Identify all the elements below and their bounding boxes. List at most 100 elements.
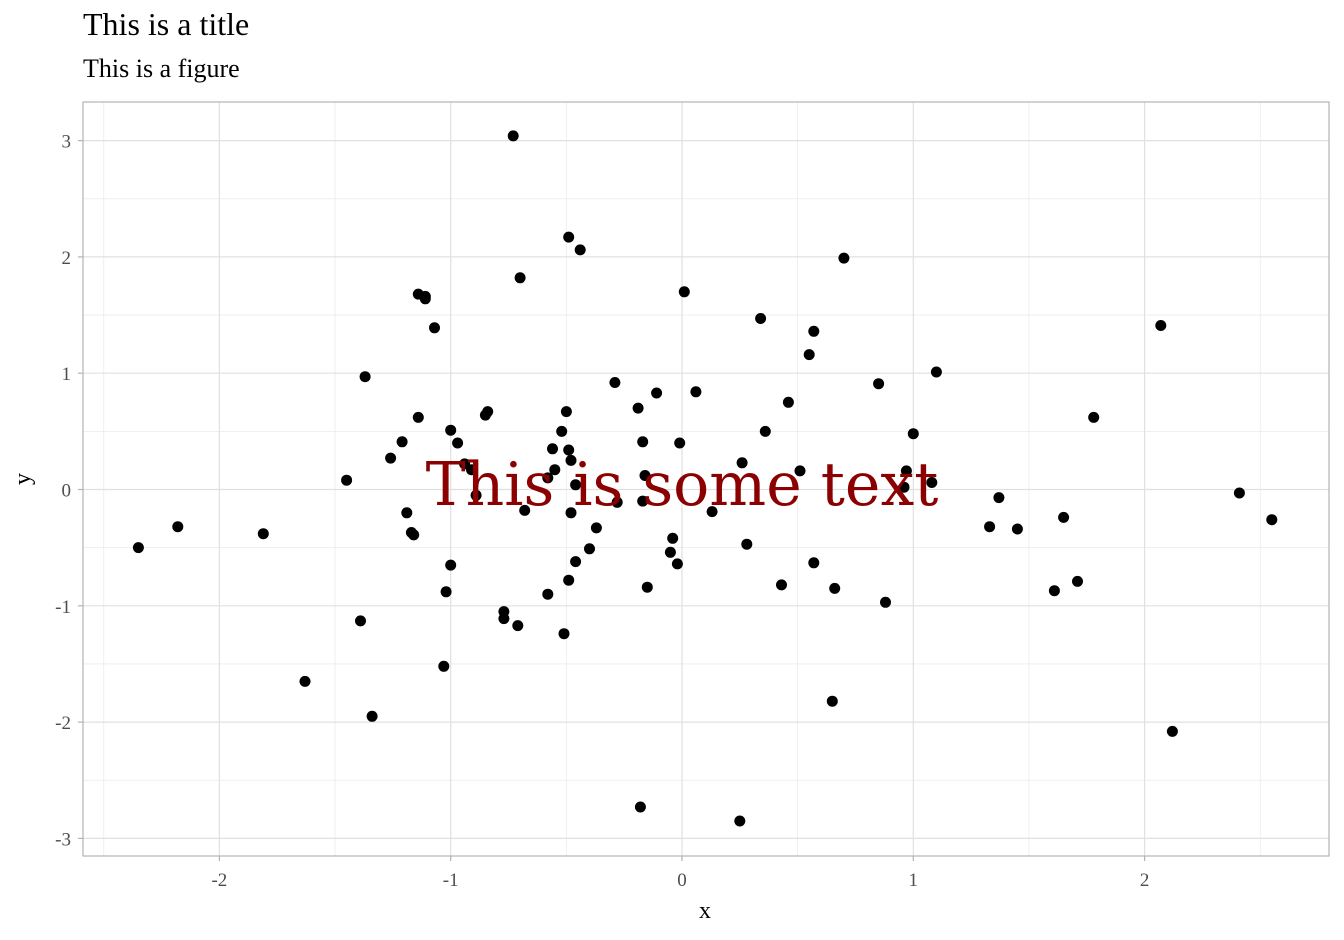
data-point bbox=[172, 521, 184, 533]
data-point bbox=[667, 532, 679, 544]
data-point bbox=[1088, 411, 1100, 423]
data-point bbox=[926, 477, 938, 488]
data-point bbox=[1058, 511, 1070, 523]
data-point bbox=[408, 529, 420, 541]
data-point bbox=[1011, 523, 1023, 535]
data-point bbox=[445, 424, 457, 436]
data-point bbox=[637, 436, 649, 448]
x-tick-label: 2 bbox=[1140, 870, 1150, 891]
data-point bbox=[419, 293, 431, 305]
data-point bbox=[570, 479, 582, 491]
data-point bbox=[549, 464, 561, 476]
data-point bbox=[634, 801, 646, 813]
data-point bbox=[355, 615, 366, 627]
data-point bbox=[440, 586, 452, 598]
data-point bbox=[299, 675, 311, 687]
minor-gridlines bbox=[83, 102, 1329, 856]
data-point bbox=[563, 444, 575, 456]
data-point bbox=[438, 660, 450, 672]
data-point bbox=[706, 506, 718, 518]
data-point bbox=[498, 613, 510, 625]
data-point bbox=[466, 464, 477, 476]
data-point bbox=[632, 402, 644, 414]
x-axis-ticks: -2 -1 0 1 2 bbox=[211, 856, 1149, 891]
y-tick-label: -2 bbox=[55, 713, 71, 734]
data-point bbox=[359, 371, 371, 383]
data-point bbox=[512, 620, 524, 632]
data-point bbox=[880, 596, 891, 608]
data-point bbox=[560, 406, 572, 418]
data-point bbox=[1266, 514, 1278, 526]
y-tick-label: 1 bbox=[62, 364, 72, 385]
data-point bbox=[590, 522, 602, 534]
data-point bbox=[1166, 725, 1178, 737]
data-point bbox=[803, 349, 815, 361]
data-point bbox=[565, 507, 577, 519]
y-axis-title: y bbox=[10, 473, 36, 485]
data-point bbox=[1048, 585, 1060, 597]
data-point bbox=[574, 244, 586, 256]
data-point bbox=[898, 481, 910, 493]
y-tick-label: -1 bbox=[55, 597, 71, 618]
data-point bbox=[470, 489, 482, 501]
data-point bbox=[341, 474, 353, 486]
data-point bbox=[429, 322, 440, 334]
data-point bbox=[674, 437, 686, 449]
data-point bbox=[873, 378, 885, 390]
data-point bbox=[930, 366, 942, 378]
data-point bbox=[741, 538, 753, 550]
data-point bbox=[542, 472, 554, 484]
data-point bbox=[412, 411, 424, 423]
x-tick-label: -2 bbox=[211, 870, 227, 891]
data-point bbox=[547, 443, 558, 455]
data-point bbox=[776, 579, 787, 591]
data-point bbox=[396, 436, 408, 448]
data-point bbox=[639, 470, 651, 481]
data-points bbox=[132, 130, 1278, 827]
data-point bbox=[609, 377, 621, 388]
data-point bbox=[558, 628, 570, 640]
y-tick-label: -3 bbox=[55, 829, 71, 850]
data-point bbox=[132, 542, 144, 554]
data-point bbox=[794, 465, 806, 477]
data-point bbox=[507, 130, 519, 142]
annotation-text: This is some text bbox=[426, 450, 939, 520]
data-point bbox=[690, 386, 702, 398]
data-point bbox=[257, 528, 269, 540]
data-point bbox=[570, 556, 582, 568]
data-point bbox=[838, 252, 850, 264]
data-point bbox=[385, 452, 397, 464]
data-point bbox=[736, 457, 748, 469]
data-point bbox=[366, 710, 378, 722]
data-point bbox=[637, 495, 649, 507]
data-point bbox=[542, 588, 554, 600]
x-axis-title: x bbox=[699, 898, 711, 924]
data-point bbox=[565, 454, 577, 466]
panel-border bbox=[82, 101, 1330, 857]
data-point bbox=[445, 559, 457, 571]
data-point bbox=[734, 815, 746, 827]
y-axis-ticks: -3 -2 -1 0 1 2 3 bbox=[55, 132, 83, 850]
data-point bbox=[808, 325, 820, 337]
data-point bbox=[611, 496, 623, 508]
data-point bbox=[514, 272, 526, 284]
data-point bbox=[641, 581, 653, 593]
data-point bbox=[900, 465, 912, 477]
data-point bbox=[1072, 575, 1083, 587]
data-point bbox=[519, 504, 531, 516]
data-point bbox=[993, 492, 1005, 504]
data-point bbox=[651, 387, 663, 399]
chart-subtitle: This is a figure bbox=[83, 54, 240, 83]
y-tick-label: 0 bbox=[62, 481, 72, 502]
data-point bbox=[755, 313, 767, 324]
data-point bbox=[584, 543, 595, 555]
data-point bbox=[664, 546, 676, 558]
data-point bbox=[826, 695, 838, 707]
y-tick-label: 3 bbox=[62, 132, 72, 153]
data-point bbox=[452, 437, 464, 449]
data-point bbox=[759, 425, 771, 437]
data-point bbox=[556, 425, 568, 437]
data-point bbox=[907, 428, 919, 440]
data-point bbox=[678, 286, 690, 298]
